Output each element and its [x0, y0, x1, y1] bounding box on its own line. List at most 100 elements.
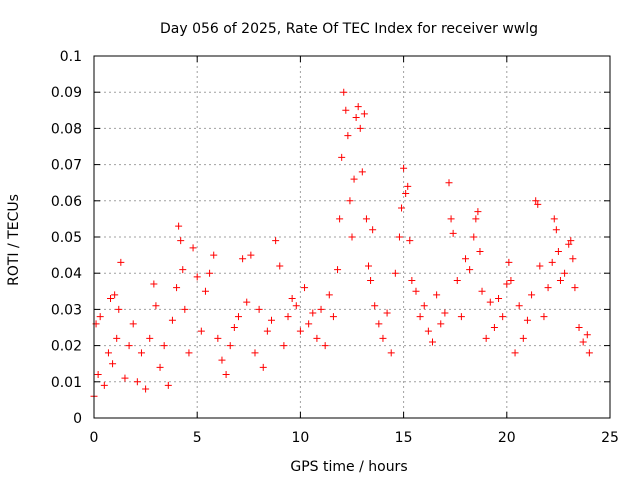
x-tick-label: 15 [395, 430, 413, 446]
data-point [398, 204, 406, 212]
data-point [107, 295, 115, 303]
data-point [193, 273, 201, 281]
data-point [137, 349, 145, 357]
y-tick-label: 0.07 [51, 158, 82, 174]
data-point [571, 284, 579, 292]
data-point [133, 378, 141, 386]
data-point [406, 237, 414, 245]
data-point [490, 324, 498, 331]
plot-frame [93, 55, 611, 419]
data-point [470, 233, 478, 241]
data-point [272, 237, 280, 245]
data-point [534, 200, 542, 208]
data-point [503, 280, 511, 288]
data-point [449, 229, 457, 237]
data-point [528, 291, 536, 299]
data-point [329, 313, 337, 321]
grid-lines [94, 56, 610, 418]
data-point [404, 182, 412, 190]
data-point [400, 164, 408, 172]
data-point [313, 334, 321, 342]
y-tick-label: 0.03 [51, 302, 82, 318]
y-tick-label: 0.1 [60, 49, 82, 65]
data-point [100, 381, 108, 389]
data-point [146, 334, 154, 342]
data-point [263, 327, 271, 335]
data-point [371, 302, 379, 310]
data-point [412, 287, 420, 295]
data-point [230, 324, 238, 331]
data-point [164, 381, 172, 389]
data-point [511, 349, 519, 357]
data-point [457, 313, 465, 321]
data-point [109, 360, 117, 368]
data-point [395, 233, 403, 241]
data-point [175, 222, 183, 230]
data-point [321, 342, 329, 350]
data-point [544, 284, 552, 292]
data-point [214, 334, 222, 342]
x-tick-label: 0 [90, 430, 99, 446]
data-point [226, 342, 234, 350]
data-point [428, 338, 436, 346]
y-tick-label: 0.09 [51, 85, 82, 101]
data-point [365, 262, 373, 270]
data-point [234, 313, 242, 321]
y-tick-label: 0.01 [51, 375, 82, 391]
data-point [338, 153, 346, 161]
data-point [515, 302, 523, 310]
data-point [579, 338, 587, 346]
data-point [433, 291, 441, 299]
data-point [129, 320, 137, 328]
y-tick-label: 0.06 [51, 194, 82, 210]
chart-title: Day 056 of 2025, Rate Of TEC Index for r… [160, 21, 538, 37]
y-axis-label: ROTI / TECUs [6, 194, 22, 286]
data-point [309, 309, 317, 317]
data-point [173, 284, 181, 292]
data-point [362, 215, 370, 223]
data-point [177, 237, 185, 245]
data-point [556, 276, 564, 284]
data-point [150, 280, 158, 288]
data-point [552, 226, 560, 234]
data-point [268, 316, 276, 324]
x-axis-label: GPS time / hours [290, 459, 407, 475]
data-point [554, 247, 562, 255]
y-tick-label: 0.04 [51, 266, 82, 282]
x-tick-label: 20 [498, 430, 516, 446]
data-point [185, 349, 193, 357]
data-point [117, 258, 125, 266]
data-point [476, 247, 484, 255]
data-point [352, 114, 360, 122]
data-point [472, 215, 480, 223]
data-point [259, 363, 267, 371]
data-point [402, 190, 410, 198]
data-point [94, 371, 102, 379]
data-point [104, 349, 112, 357]
data-point [583, 331, 591, 339]
data-point [301, 284, 309, 292]
data-point [336, 215, 344, 223]
data-point [348, 233, 356, 241]
data-point [445, 179, 453, 187]
data-point [408, 276, 416, 284]
data-point [447, 215, 455, 223]
data-point [575, 324, 583, 331]
data-point [197, 327, 205, 335]
data-point [466, 266, 474, 274]
data-point [561, 269, 569, 277]
data-point [340, 88, 348, 96]
data-point [255, 305, 263, 313]
data-point [156, 363, 164, 371]
data-point [360, 110, 368, 118]
data-point [540, 313, 548, 321]
data-point [284, 313, 292, 321]
data-point [317, 305, 325, 313]
data-point [251, 349, 259, 357]
data-point [96, 313, 104, 321]
data-point [243, 298, 251, 306]
data-point [125, 342, 133, 350]
data-point [478, 287, 486, 295]
data-point [369, 226, 377, 234]
data-point [334, 266, 342, 274]
